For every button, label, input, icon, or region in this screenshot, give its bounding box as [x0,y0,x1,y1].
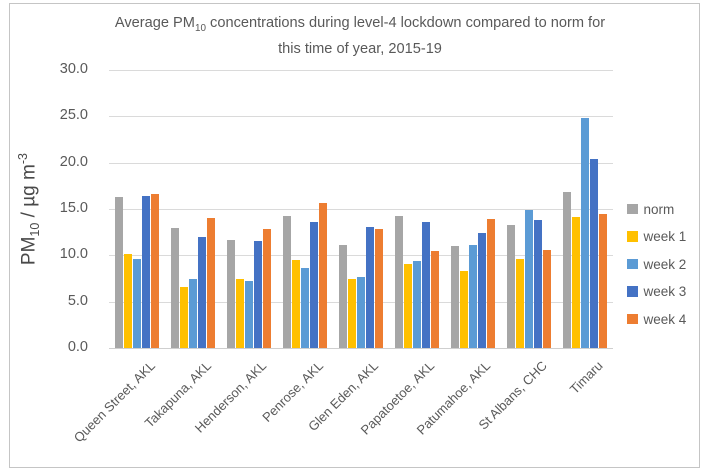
bar-group [389,70,445,348]
gridline [109,255,613,256]
legend-label: norm [643,201,675,217]
bar-week-2 [581,118,589,348]
legend-label: week 2 [643,256,687,272]
y-tick-label: 5.0 [67,292,88,309]
bar-norm [227,239,235,348]
gridline [109,70,613,71]
bar-group [165,70,221,348]
bar-week-4 [487,219,495,348]
legend: norm week 1 week 2 week 3 week 4 [627,201,686,327]
bar-norm [283,215,291,348]
bar-week-1 [460,271,468,348]
legend-swatch-icon [627,286,638,297]
bar-week-3 [534,220,542,348]
legend-item-norm: norm [627,201,686,217]
legend-item-week-4: week 4 [627,311,686,327]
bar-week-1 [572,217,580,348]
gridline [109,116,613,117]
bar-week-1 [348,279,356,348]
bar-week-1 [404,263,412,348]
bar-week-2 [525,209,533,348]
bar-week-3 [198,236,206,348]
bar-week-3 [142,196,150,348]
y-tick-label: 0.0 [67,339,88,355]
bar-week-1 [236,279,244,348]
bar-norm [171,227,179,348]
bar-group [221,70,277,348]
bar-week-3 [422,222,430,348]
bar-week-4 [207,218,215,348]
bar-week-2 [413,260,421,348]
gridline [109,163,613,164]
legend-item-week-2: week 2 [627,256,686,272]
bar-group [109,70,165,348]
bar-norm [339,245,347,348]
bar-week-4 [599,213,607,348]
y-tick-label: 10.0 [59,246,88,263]
bar-week-2 [469,245,477,348]
bar-week-3 [254,241,262,348]
legend-label: week 3 [643,284,687,299]
chart-title-line2: this time of year, 2015-19 [278,40,442,57]
bar-week-1 [124,253,132,348]
bar-week-4 [375,229,383,348]
bar-week-4 [263,228,271,348]
bar-week-3 [310,222,318,348]
chart-title: Average PM10 concentrations during level… [55,13,665,59]
bar-week-1 [180,286,188,348]
bar-week-4 [151,194,159,348]
bar-week-4 [543,249,551,348]
bar-group [501,70,557,348]
bar-week-1 [516,259,524,348]
legend-label: week 1 [643,229,687,244]
bar-norm [451,246,459,348]
bar-week-3 [366,226,374,348]
legend-item-week-1: week 1 [627,229,686,245]
bar-week-2 [133,259,141,348]
bar-week-3 [478,233,486,348]
bar-week-2 [189,278,197,348]
gridline [109,209,613,210]
plot-area [109,70,613,348]
bar-week-2 [357,276,365,348]
y-tick-label: 20.0 [59,153,88,170]
bar-group [333,70,389,348]
bar-week-2 [245,281,253,348]
bar-week-2 [301,268,309,348]
y-tick-label: 15.0 [59,200,88,216]
legend-swatch-icon [627,258,638,270]
legend-swatch-icon [627,231,638,242]
legend-label: week 4 [643,311,687,327]
y-tick-label: 30.0 [59,61,88,77]
y-tick-label: 25.0 [59,107,88,124]
legend-swatch-icon [627,203,638,215]
bar-norm [507,224,515,348]
bar-week-4 [431,250,439,348]
bar-norm [115,197,123,348]
bar-week-4 [319,202,327,348]
chart-title-line1: Average PM10 concentrations during level… [114,15,606,34]
bar-group [445,70,501,348]
bar-week-1 [292,260,300,348]
legend-item-week-3: week 3 [627,284,686,300]
bar-group [277,70,333,348]
bar-norm [563,192,571,348]
bar-week-3 [590,159,598,348]
bar-norm [395,216,403,348]
x-axis-line [109,348,613,349]
legend-swatch-icon [627,313,638,325]
bar-group [557,70,613,348]
